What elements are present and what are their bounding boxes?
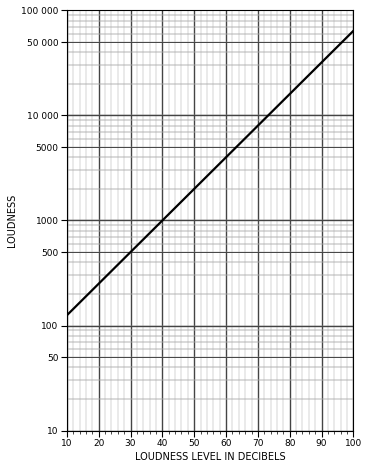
Y-axis label: LOUDNESS: LOUDNESS (7, 194, 17, 247)
X-axis label: LOUDNESS LEVEL IN DECIBELS: LOUDNESS LEVEL IN DECIBELS (135, 452, 286, 462)
